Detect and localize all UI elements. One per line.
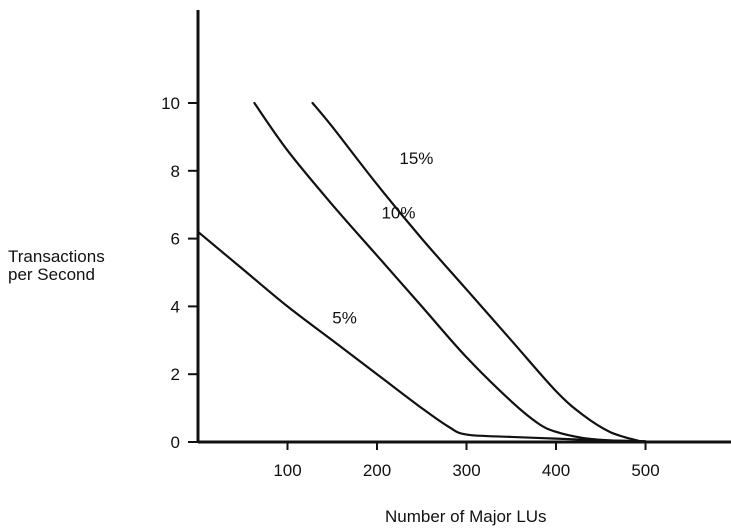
x-tick-label: 100 <box>273 461 301 480</box>
series-line-1 <box>196 230 647 443</box>
y-tick-label: 4 <box>171 297 180 316</box>
y-axis-label-line-2: per Second <box>8 265 95 284</box>
x-tick-label: 400 <box>542 461 570 480</box>
series-label-1: 5% <box>332 308 357 327</box>
y-axis-label-line-1: Transactions <box>8 247 105 266</box>
y-tick-label: 6 <box>171 230 180 249</box>
labels: Transactions per Second Number of Major … <box>8 247 547 526</box>
x-axis-label: Number of Major LUs <box>385 507 547 526</box>
y-tick-label: 8 <box>171 162 180 181</box>
y-ticks: 0 2 4 6 8 10 <box>161 94 198 452</box>
y-tick-label: 0 <box>171 433 180 452</box>
axes <box>196 10 731 444</box>
series-layer: 5% 10% 15% <box>196 101 647 444</box>
y-tick-label: 10 <box>161 94 180 113</box>
x-tick-label: 200 <box>363 461 391 480</box>
series-label-3: 15% <box>399 149 433 168</box>
x-tick-label: 500 <box>631 461 659 480</box>
series-line-3 <box>311 101 647 444</box>
series-line-2 <box>253 101 647 443</box>
y-tick-label: 2 <box>171 365 180 384</box>
series-label-2: 10% <box>381 203 415 222</box>
x-tick-label: 300 <box>452 461 480 480</box>
x-ticks: 100 200 300 400 500 <box>273 442 660 480</box>
